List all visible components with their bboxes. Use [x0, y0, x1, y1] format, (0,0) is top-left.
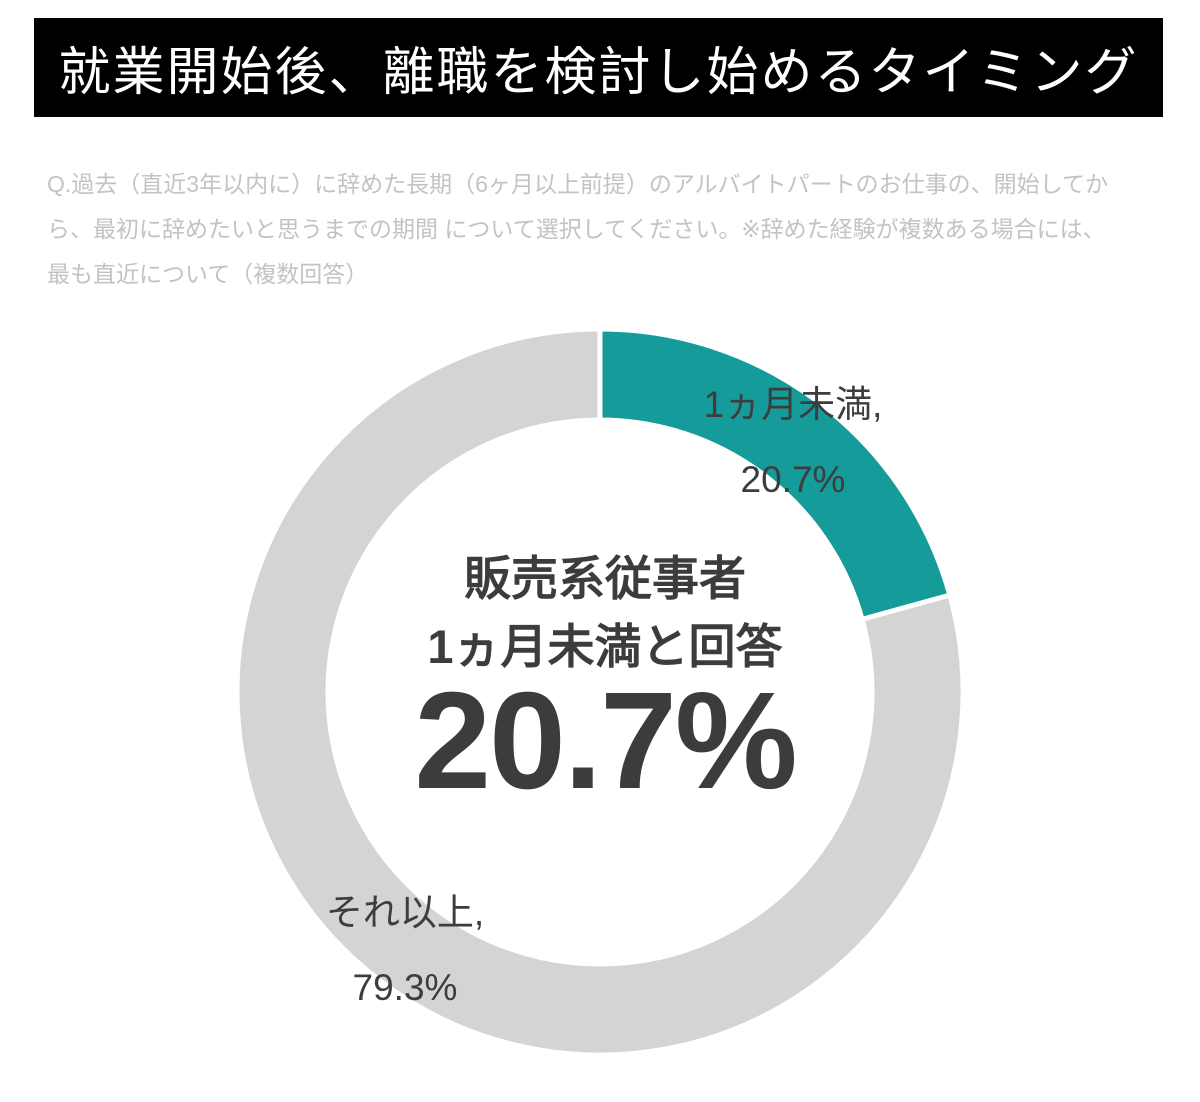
callout-line-2: 1ヵ月未満と回答 [427, 620, 783, 673]
question-line-1: Q.過去（直近3年以内に）に辞めた長期（6ヶ月以上前提）のアルバイトパートのお仕… [47, 171, 1108, 197]
survey-question: Q.過去（直近3年以内に）に辞めた長期（6ヶ月以上前提）のアルバイトパートのお仕… [47, 162, 1165, 297]
donut-center-callout: 販売系従事者 1ヵ月未満と回答 20.7% [305, 545, 905, 818]
donut-segment-1-month-plus [234, 326, 966, 1058]
segment-label-name: 1ヵ月未満, [703, 384, 883, 425]
page-title: 就業開始後、離職を検討し始めるタイミング [58, 44, 1139, 102]
callout-line-1: 販売系従事者 [464, 552, 746, 605]
question-line-2: ら、最初に辞めたいと思うまでの期間 について選択してください。※辞めた経験が複数… [47, 216, 1106, 242]
segment-label-1-month-plus: それ以上, 79.3% [205, 875, 605, 1025]
callout-value: 20.7% [414, 664, 797, 818]
question-line-3: 最も直近について（複数回答） [47, 261, 369, 287]
segment-label-value: 79.3% [352, 967, 458, 1008]
segment-label-under-1-month: 1ヵ月未満, 20.7% [593, 367, 993, 517]
segment-label-value: 20.7% [740, 459, 846, 500]
title-banner: 就業開始後、離職を検討し始めるタイミング [34, 18, 1163, 117]
segment-label-name: それ以上, [325, 892, 485, 933]
